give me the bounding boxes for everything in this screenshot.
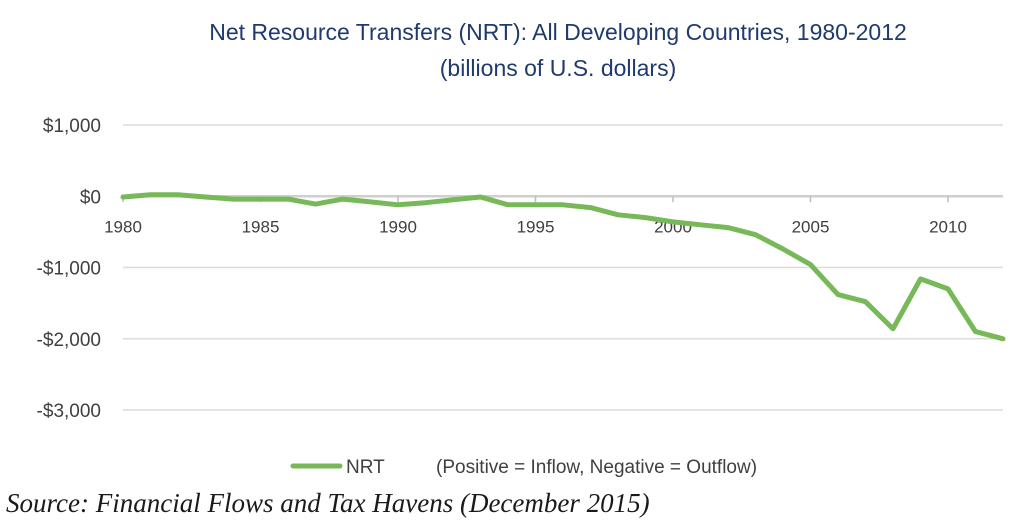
legend: NRT (Positive = Inflow, Negative = Outfl…	[290, 457, 757, 478]
x-tick-label: 2010	[929, 217, 967, 236]
x-tick-label: 1980	[104, 217, 142, 236]
x-tick-label: 1990	[379, 217, 417, 236]
chart-title: Net Resource Transfers (NRT): All Develo…	[209, 19, 907, 45]
legend-note: (Positive = Inflow, Negative = Outflow)	[436, 457, 757, 478]
y-tick-label: -$2,000	[37, 330, 101, 351]
source-note: Source: Financial Flows and Tax Havens (…	[6, 488, 650, 518]
x-tick-label: 2005	[792, 217, 830, 236]
x-axis-labels: 1980 1985 1990 1995 2000 2005 2010	[104, 196, 967, 236]
y-tick-label: $1,000	[43, 116, 101, 137]
y-tick-label: -$1,000	[37, 259, 101, 280]
legend-label-nrt: NRT	[346, 457, 385, 478]
x-tick-label: 1995	[517, 217, 555, 236]
y-tick-label: $0	[80, 187, 101, 208]
gridlines	[123, 124, 1003, 411]
y-axis-labels: $1,000 $0 -$1,000 -$2,000 -$3,000	[37, 116, 101, 422]
chart-subtitle: (billions of U.S. dollars)	[440, 55, 676, 81]
series-layer	[120, 192, 1006, 342]
y-tick-label: -$3,000	[37, 401, 101, 422]
series-line-nrt	[120, 192, 1006, 342]
x-tick-label: 1985	[242, 217, 280, 236]
